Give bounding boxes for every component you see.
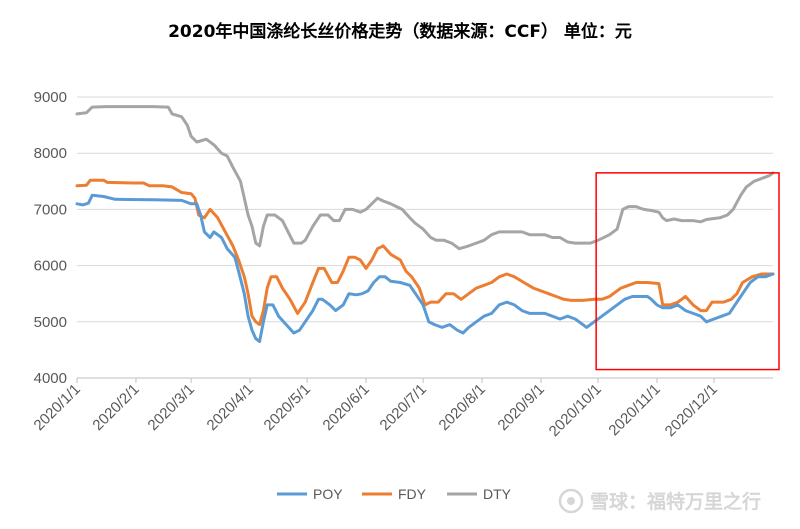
x-tick-label: 2020/1/1: [31, 381, 84, 434]
x-tick-label: 2020/7/1: [377, 381, 430, 434]
legend: POY FDY DTY: [277, 486, 512, 502]
y-tick-label: 8000: [34, 145, 67, 162]
snowball-logo-icon: [558, 488, 584, 514]
legend-label-dty: DTY: [483, 486, 512, 502]
y-tick-label: 4000: [34, 370, 67, 387]
x-tick-label: 2020/11/1: [605, 381, 663, 439]
x-tick-label: 2020/12/1: [662, 381, 721, 440]
watermark-text: 雪球：福特万里之行: [590, 490, 761, 513]
x-tick-label: 2020/3/1: [145, 381, 198, 434]
series-line-dty: [75, 105, 775, 251]
watermark: 雪球：福特万里之行: [558, 488, 761, 514]
series-line-poy: [75, 193, 775, 343]
series-line-fdy: [75, 178, 775, 327]
y-axis-ticks: 4000 5000 6000 7000 8000 9000: [34, 89, 67, 387]
x-tick-label: 2020/9/1: [495, 381, 548, 434]
legend-label-fdy: FDY: [398, 486, 427, 502]
x-tick-label: 2020/10/1: [546, 381, 605, 440]
chart-title: 2020年中国涤纶长丝价格走势（数据来源：CCF） 单位：元: [168, 21, 632, 42]
y-tick-label: 7000: [34, 201, 67, 218]
y-tick-label: 5000: [34, 314, 67, 331]
y-tick-label: 6000: [34, 258, 67, 275]
legend-label-poy: POY: [313, 486, 343, 502]
x-tick-label: 2020/6/1: [320, 381, 373, 434]
x-axis: 2020/1/1 2020/2/1 2020/3/1 2020/4/1 2020/5/1…: [31, 377, 773, 440]
gridlines: [77, 96, 773, 323]
x-tick-label: 2020/5/1: [261, 381, 314, 434]
series-lines: [75, 105, 775, 343]
snowball-logo-dot-icon: [567, 497, 575, 505]
x-tick-label: 2020/4/1: [204, 381, 257, 434]
highlight-box: [595, 172, 780, 371]
x-tick-label: 2020/2/1: [89, 381, 142, 434]
x-tick-label: 2020/8/1: [436, 381, 489, 434]
y-tick-label: 9000: [34, 89, 67, 106]
